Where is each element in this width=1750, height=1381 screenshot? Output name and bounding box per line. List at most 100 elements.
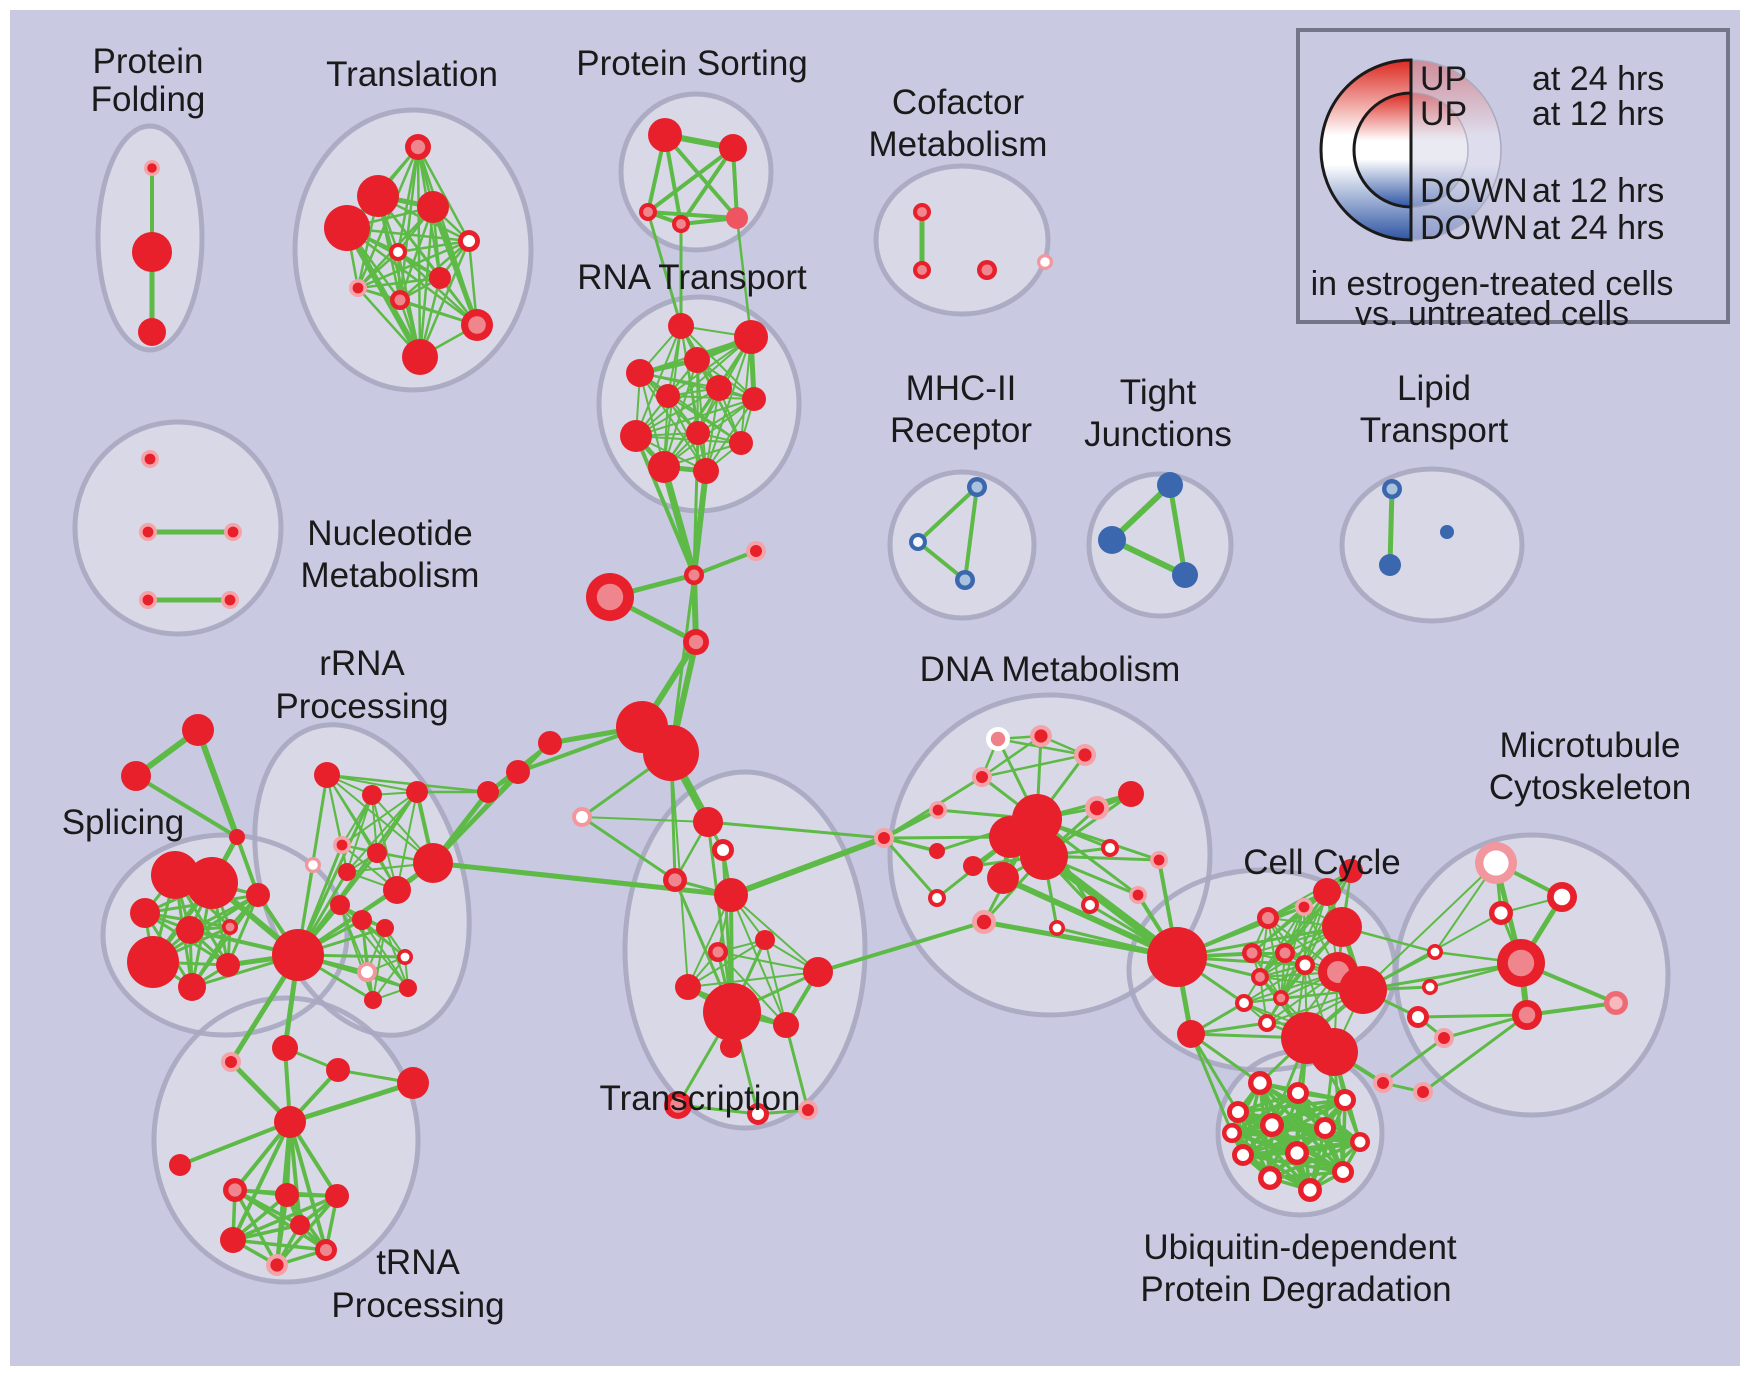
- node-outer-tx8: [803, 957, 833, 987]
- node-dm15: [1150, 851, 1168, 869]
- node-mt4: [1427, 944, 1443, 960]
- node-mh2: [909, 533, 927, 551]
- edge-xb-dm9: [882, 835, 1012, 840]
- legend-footer-line1: in estrogen-treated cells: [1311, 265, 1674, 303]
- edge-rt12-h1: [691, 468, 709, 578]
- node-outer-b3: [477, 781, 499, 803]
- label-splicing: Splicing: [62, 803, 185, 842]
- label-nucleotide-metabolism-line2: Metabolism: [301, 556, 480, 595]
- node-dm12: [929, 843, 945, 859]
- label-protein-folding-line1: Protein: [93, 42, 204, 81]
- legend-direction-3: DOWN: [1420, 172, 1528, 210]
- node-sp8: [222, 919, 238, 935]
- edge-rrH-rr2: [296, 793, 374, 957]
- node-dm5: [929, 801, 947, 819]
- node-core-ub1: [1253, 1076, 1267, 1090]
- node-tx10: [773, 1012, 799, 1038]
- node-mt2: [1547, 882, 1577, 912]
- node-core-cc12: [1276, 993, 1286, 1003]
- node-core-cf1: [917, 207, 927, 217]
- node-cc14: [1258, 1014, 1276, 1032]
- node-core-sp8: [225, 922, 235, 932]
- node-core-cc10: [1299, 959, 1311, 971]
- node-core-dm11: [1105, 843, 1115, 853]
- node-tx6: [708, 942, 728, 962]
- node-tr5: [458, 230, 480, 252]
- node-outer-tn7: [275, 1183, 299, 1207]
- node-core-cf3: [981, 264, 993, 276]
- node-core-tx6: [712, 946, 724, 958]
- node-outer-lp2: [1379, 554, 1401, 576]
- node-outer-dm12: [929, 843, 945, 859]
- node-outer-sp3: [229, 829, 245, 845]
- node-mt8: [1512, 1000, 1542, 1030]
- nodes: [121, 118, 1628, 1276]
- node-rr7: [338, 863, 356, 881]
- node-ps1: [648, 118, 682, 152]
- label-cofactor-metabolism-line1: Cofactor: [892, 83, 1025, 122]
- node-outer-dm13: [963, 856, 983, 876]
- node-tr9: [390, 290, 410, 310]
- node-outer-rt3: [626, 359, 654, 387]
- legend-box: [1296, 28, 1730, 324]
- node-outer-dm7: [1118, 781, 1144, 807]
- edge-tx6-tx8: [717, 951, 819, 973]
- node-core-cf4: [1040, 257, 1050, 267]
- node-ub6: [1314, 1117, 1336, 1139]
- node-nm4: [139, 591, 157, 609]
- node-outer-tn3: [326, 1058, 350, 1082]
- node-core-rr4: [336, 839, 348, 851]
- legend-time-2: at 12 hrs: [1532, 95, 1664, 133]
- node-outer-rt8: [620, 420, 652, 452]
- label-microtubule-cytoskeleton-line1: Microtubule: [1500, 726, 1681, 765]
- node-dm20: [1129, 886, 1147, 904]
- legend-direction-4: DOWN: [1420, 209, 1528, 247]
- node-outer-rt12: [693, 458, 719, 484]
- node-rr14: [357, 962, 377, 982]
- node-ub10: [1332, 1161, 1354, 1183]
- node-rt8: [620, 420, 652, 452]
- node-outer-rrH: [272, 929, 324, 981]
- node-outer-rt7: [742, 387, 766, 411]
- node-dm7: [1118, 781, 1144, 807]
- node-core-tx14: [802, 1104, 814, 1116]
- node-rt11: [648, 451, 680, 483]
- node-tx2: [712, 839, 734, 861]
- cluster-mhc-ii-receptor: [890, 472, 1034, 618]
- node-core-tr9: [394, 294, 406, 306]
- node-pf2: [132, 232, 172, 272]
- node-tn12: [266, 1254, 288, 1276]
- edge-tn4-tnH: [287, 1080, 416, 1125]
- node-outer-tj1: [1157, 472, 1183, 498]
- node-core-ub8: [1236, 1148, 1250, 1162]
- node-mh1: [967, 477, 987, 497]
- node-sp10: [178, 973, 206, 1001]
- node-core-rr13: [400, 952, 410, 962]
- edge-tj1-tj3: [1167, 482, 1188, 578]
- node-outer-pf3: [138, 318, 166, 346]
- legend-time-1: at 24 hrs: [1532, 60, 1664, 98]
- node-outer-tr3: [417, 191, 449, 223]
- edge-dm14-ccA: [1000, 875, 1180, 960]
- node-core-ub10: [1336, 1165, 1350, 1179]
- node-outer-rr8: [383, 876, 411, 904]
- edge-rt7-rt12: [705, 398, 755, 472]
- edge-dm3-dm4: [980, 753, 1087, 779]
- edge-tx7-tx8: [687, 971, 819, 988]
- node-core-cc1: [1261, 911, 1275, 925]
- legend-circle-inner-left: [1352, 91, 1413, 209]
- node-core-ub6: [1318, 1121, 1332, 1135]
- cluster-outline-protein-folding: [95, 123, 205, 353]
- node-dm16: [928, 889, 946, 907]
- node-tr11: [402, 339, 438, 375]
- node-tx7: [675, 974, 701, 1000]
- node-nm3: [224, 523, 242, 541]
- edge-tx5-tx10: [764, 939, 787, 1026]
- edge-rt3-rt12: [639, 372, 707, 472]
- node-dm4: [972, 767, 992, 787]
- label-protein-folding-line2: Folding: [91, 80, 206, 119]
- edge-ps2-ps3: [646, 146, 735, 214]
- node-core-dm3: [1078, 748, 1092, 762]
